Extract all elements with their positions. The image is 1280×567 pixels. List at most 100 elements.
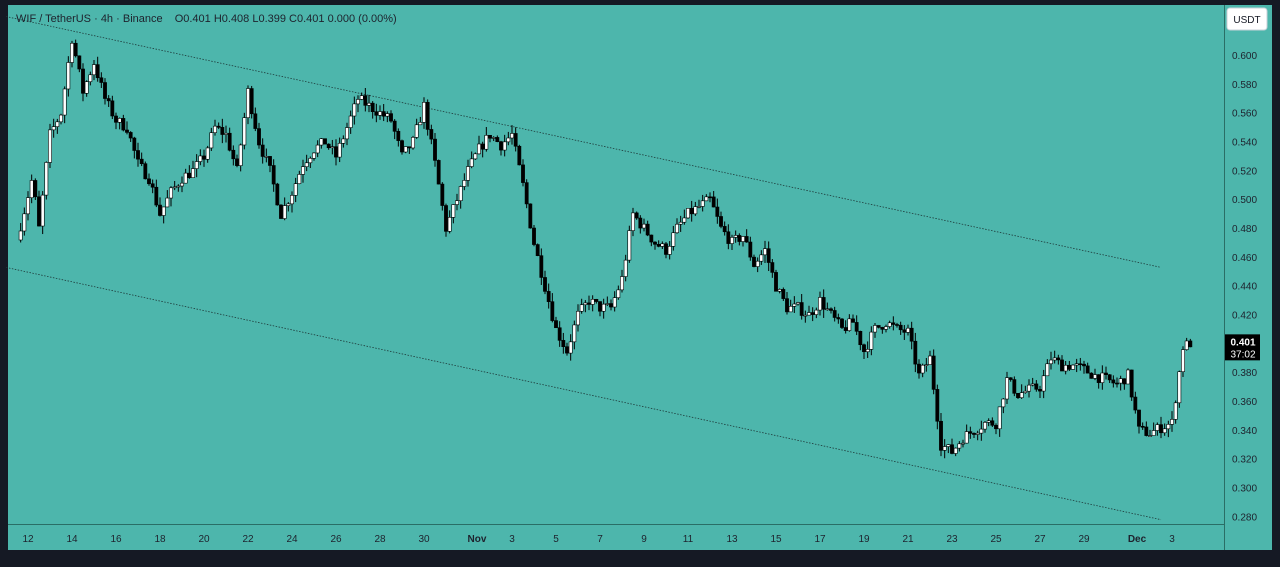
time-tick-label: 15 [770,534,782,545]
candle-body [121,118,126,131]
candle-body [194,161,199,169]
candle-body [741,236,745,242]
candle-body [854,322,859,332]
candle-body [462,180,467,187]
time-tick-label: 16 [110,534,122,545]
candle-body [374,111,379,116]
candle-body [499,141,503,151]
candle-body [649,234,654,243]
price-tick-label: 0.320 [1232,455,1257,466]
candle-body [172,186,177,189]
candle-body [275,183,280,206]
candle-body [1155,424,1160,431]
time-tick-label: 5 [553,534,559,545]
candle-body [884,326,888,330]
candle-body [616,289,621,298]
candle-body [26,197,30,215]
candle-body [18,230,23,241]
channel-lines[interactable] [5,16,1162,521]
candle-body [1093,374,1097,379]
candle-body [807,312,811,316]
candle-body [352,103,357,117]
candle-body [114,115,118,123]
candle-body [858,330,863,346]
candle-body [983,422,987,430]
separator-2: · [94,13,101,25]
candle-body [678,221,683,225]
candle-body [451,204,456,218]
candle-body [788,306,793,313]
candle-body [689,208,694,215]
price-tick-label: 0.600 [1232,51,1257,62]
candle-body [953,447,958,454]
candle-body [51,126,56,131]
candle-body [1056,357,1061,361]
candle-body [843,327,848,331]
candle-body [110,100,115,117]
candle-body [183,172,188,184]
price-tick-label: 0.480 [1232,224,1257,235]
price-tick-label: 0.340 [1232,426,1257,437]
interval: 4h [101,13,113,25]
candle-body [836,317,841,320]
price-tick-label: 0.560 [1232,109,1257,120]
candle-body [433,138,437,161]
symbol: WIF [16,13,36,25]
candle-body [418,122,423,126]
candle-body [524,182,529,205]
candle-body [1126,369,1130,385]
candle-body [561,340,566,347]
candle-body [385,113,390,117]
candle-body [169,187,173,199]
candle-body [88,74,93,83]
candle-body [271,165,276,185]
candle-body [638,217,643,229]
candle-body [209,132,214,149]
candle-body [62,88,67,116]
candle-body [931,355,936,390]
candle-body [326,143,331,149]
time-tick-label: 9 [641,534,647,545]
candle-body [176,185,181,188]
candle-body [535,244,540,256]
candle-body [737,235,742,242]
candle-body [847,318,852,331]
current-price-badge [1225,334,1260,361]
candle-body [268,156,272,166]
candle-body [880,327,885,330]
price-tick-label: 0.300 [1232,483,1257,494]
plot-area[interactable] [8,5,1224,524]
candle-body [1173,402,1178,420]
candle-body [700,200,705,207]
candle-body [84,81,89,94]
candle-body [103,82,107,99]
candles [18,39,1193,459]
candle-body [495,137,500,142]
candle-body [598,301,602,312]
candle-body [543,277,547,292]
candle-body [697,206,701,208]
candle-body [158,204,162,216]
candle-body [213,125,217,133]
currency-button[interactable]: USDT [1226,7,1268,31]
candle-body [686,208,690,219]
time-axis[interactable] [8,524,1224,550]
candle-body [667,246,672,255]
channel-upper-line[interactable] [5,16,1162,268]
candle-body [1159,424,1163,434]
candle-body [473,153,478,160]
candle-body [95,64,100,79]
candle-body [1177,371,1182,404]
candle-body [231,149,236,160]
price-axis[interactable] [1224,5,1272,550]
candle-body [1085,365,1090,374]
candle-body [645,223,650,236]
current-price-value: 0.401 [1230,337,1255,348]
candle-body [429,129,434,140]
candle-body [1012,379,1017,394]
time-tick-label: 12 [22,534,34,545]
exchange: Binance [123,13,163,25]
candle-body [546,291,551,302]
channel-lower-line[interactable] [5,266,1162,521]
